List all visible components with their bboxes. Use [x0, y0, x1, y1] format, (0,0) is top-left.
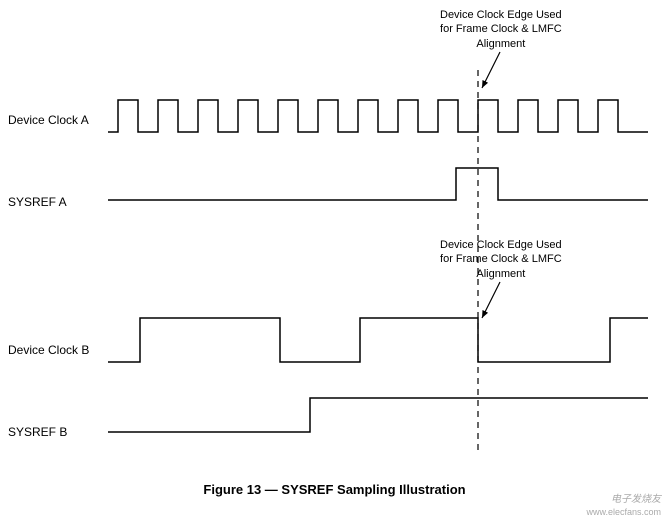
watermark-url: www.elecfans.com: [586, 507, 661, 517]
timing-diagram: Device Clock Edge Usedfor Frame Clock & …: [0, 0, 669, 523]
watermark-text: 电子发烧友: [611, 490, 661, 505]
waveform-svg: [0, 0, 669, 523]
figure-caption: Figure 13 — SYSREF Sampling Illustration: [0, 482, 669, 497]
